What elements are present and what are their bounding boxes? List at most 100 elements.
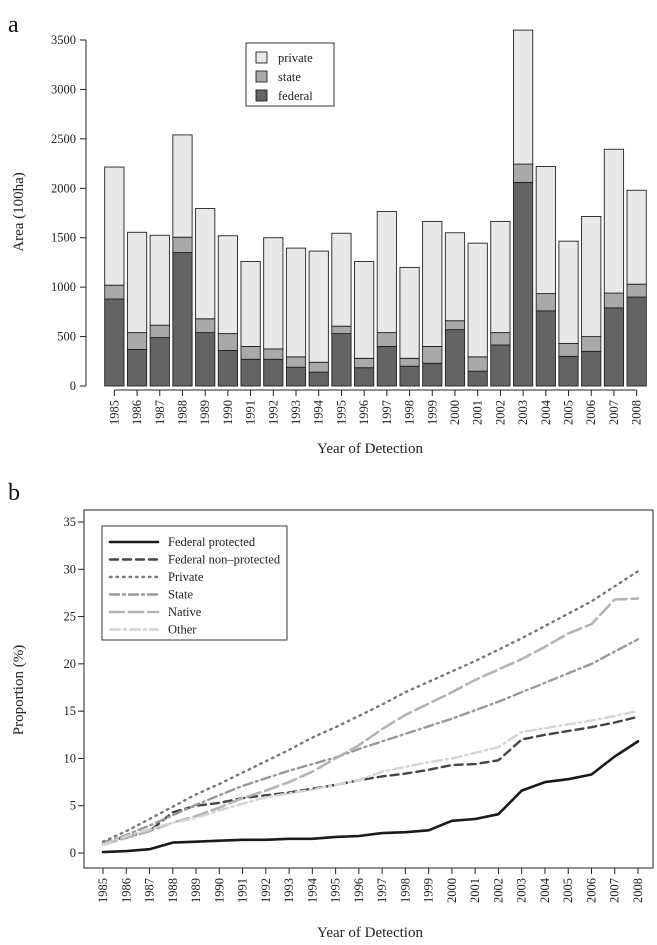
panel-a-x-tick-label: 1989 xyxy=(198,400,212,425)
bar-private-2007 xyxy=(603,148,625,294)
bar-state-1990 xyxy=(217,333,238,351)
bar-state-1995 xyxy=(331,325,352,335)
panel-b-label: b xyxy=(8,480,20,506)
panel-a-x-tick-label: 2002 xyxy=(493,400,507,425)
bar-private-1997 xyxy=(376,211,397,334)
legend-label-1: Federal non–protected xyxy=(168,553,281,567)
bar-state-1986 xyxy=(126,332,148,350)
panel-a-legend: private state federal xyxy=(245,42,335,107)
panel-a-x-tick-label: 1999 xyxy=(425,400,439,425)
legend-label-state: state xyxy=(278,70,301,84)
panel-a-x-tick-label: 2008 xyxy=(630,400,644,425)
bar-private-2002 xyxy=(490,220,511,334)
bar-private-2006 xyxy=(581,216,602,338)
panel-a-legend-box xyxy=(245,42,335,107)
legend-swatch-private xyxy=(255,51,268,64)
bar-federal-2002 xyxy=(490,344,511,387)
panel-b-x-tick-label: 1994 xyxy=(305,877,319,903)
series-line-5 xyxy=(101,709,640,846)
bar-private-1996 xyxy=(354,260,375,359)
bar-federal-2004 xyxy=(535,310,556,387)
panel-a-label: a xyxy=(8,12,19,38)
bar-state-2002 xyxy=(490,332,511,346)
bar-state-2003 xyxy=(513,163,534,183)
panel-a-x-tick-label: 2000 xyxy=(448,400,462,425)
panel-b-y-tick-label: 20 xyxy=(64,657,77,671)
panel-a-x-tick-label: 2001 xyxy=(471,400,485,425)
bar-federal-1999 xyxy=(422,362,443,387)
legend-label-2: Private xyxy=(168,570,204,584)
bar-private-1995 xyxy=(331,232,352,327)
bar-state-2004 xyxy=(535,293,556,312)
panel-b-x-tick-label: 2001 xyxy=(468,878,482,903)
bar-state-1997 xyxy=(376,332,397,347)
bar-state-1994 xyxy=(308,361,329,373)
bar-federal-1998 xyxy=(399,365,420,387)
bar-private-1993 xyxy=(285,247,307,358)
panel-b-x-tick-label: 1995 xyxy=(329,878,343,903)
bar-federal-1992 xyxy=(263,358,284,387)
panel-b-x-tick-label: 1988 xyxy=(166,878,180,903)
series-line-3 xyxy=(101,638,640,845)
panel-b-x-tick-label: 2002 xyxy=(491,878,505,903)
bar-private-2008 xyxy=(626,189,647,285)
bar-private-1998 xyxy=(399,266,420,359)
bar-state-2007 xyxy=(603,292,625,309)
panel-b-x-tick-label: 1999 xyxy=(422,878,436,903)
bar-state-1996 xyxy=(354,357,375,369)
panel-b-y-tick-label: 30 xyxy=(64,562,77,576)
panel-b-y-tick-label: 35 xyxy=(64,515,77,529)
bar-state-2001 xyxy=(467,356,488,372)
bar-federal-1988 xyxy=(172,252,193,387)
legend-label-4: Native xyxy=(168,605,202,619)
panel-a-x-tick-label: 1996 xyxy=(357,400,371,425)
panel-a-x-tick-label: 1985 xyxy=(107,400,121,425)
bar-private-1990 xyxy=(217,235,238,335)
bar-federal-1991 xyxy=(240,358,261,387)
bar-state-1998 xyxy=(399,357,420,367)
legend-label-5: Other xyxy=(168,623,197,637)
legend-swatch-federal xyxy=(255,89,268,102)
panel-b-x-tick-label: 1990 xyxy=(212,878,226,903)
panel-a-x-tick-label: 2006 xyxy=(584,400,598,425)
bar-federal-2007 xyxy=(603,307,625,387)
panel-b-x-tick-label: 1996 xyxy=(352,878,366,903)
panel-a-x-tick-label: 1993 xyxy=(289,400,303,425)
bar-private-2004 xyxy=(535,166,556,295)
bar-private-1988 xyxy=(172,134,193,238)
panel-b-y-tick-label: 15 xyxy=(64,704,77,718)
panel-a-y-tick-label: 3500 xyxy=(51,33,76,47)
panel-a-xlabel: Year of Detection xyxy=(317,441,423,457)
panel-b-y-tick-label: 25 xyxy=(64,610,77,624)
bar-federal-1989 xyxy=(195,332,216,387)
panel-b-x-tick-label: 1997 xyxy=(375,878,389,903)
series-line-0 xyxy=(101,740,640,854)
bar-private-1986 xyxy=(126,231,148,334)
panel-b-x-tick-label: 1993 xyxy=(282,878,296,903)
panel-a-x-tick-label: 1994 xyxy=(312,399,326,425)
legend-label-3: State xyxy=(168,588,193,602)
bar-private-1994 xyxy=(308,250,329,363)
bar-private-2001 xyxy=(467,242,488,358)
panel-b-x-tick-label: 2008 xyxy=(631,878,645,903)
legend-swatch-state xyxy=(255,70,268,83)
bar-state-1999 xyxy=(422,346,443,364)
panel-a-x-tick-label: 1992 xyxy=(266,400,280,425)
panel-b-lines xyxy=(101,570,640,854)
bar-federal-1995 xyxy=(331,333,352,387)
bar-federal-1987 xyxy=(149,337,170,387)
bar-federal-2001 xyxy=(467,370,488,387)
bar-state-2006 xyxy=(581,336,602,352)
legend-label-private: private xyxy=(278,51,313,65)
panel-b-y-tick-label: 0 xyxy=(70,846,76,860)
panel-b-x-tick-label: 2004 xyxy=(538,877,552,903)
panel-a-x-tick-label: 1987 xyxy=(153,400,167,425)
bar-state-1988 xyxy=(172,236,193,253)
panel-a-x-tick-label: 1997 xyxy=(380,400,394,425)
panel-b-x-tick-label: 1989 xyxy=(189,878,203,903)
panel-a-y-tick-label: 1000 xyxy=(51,280,76,294)
bar-federal-1996 xyxy=(354,367,375,387)
panel-a-y-tick-label: 3000 xyxy=(51,82,76,96)
